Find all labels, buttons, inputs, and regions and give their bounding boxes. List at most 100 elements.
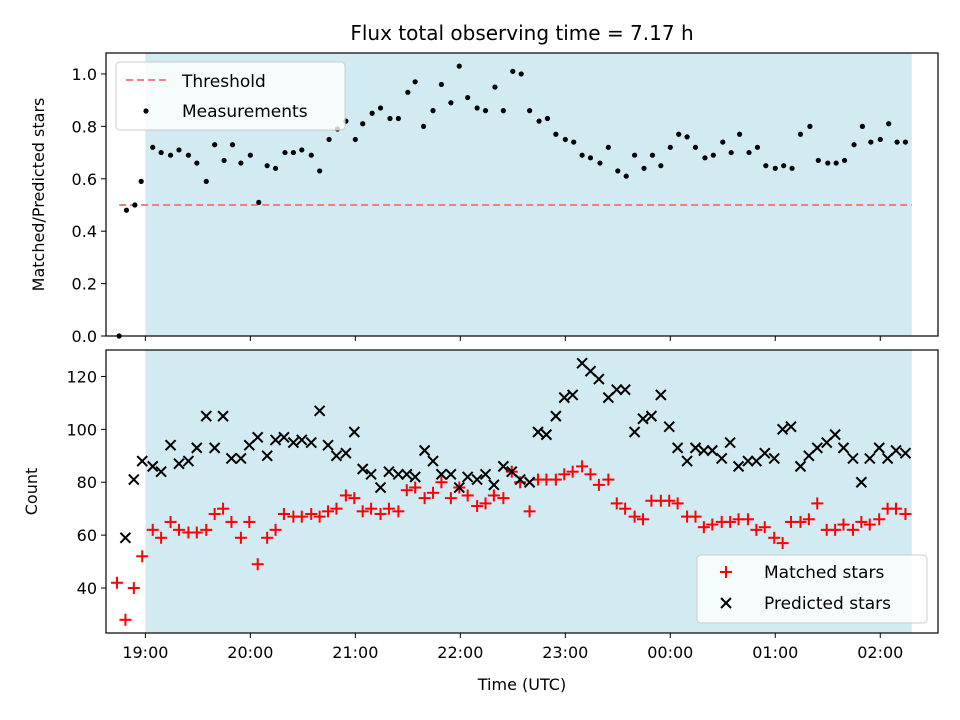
measurement-point <box>754 144 761 150</box>
measurement-point <box>194 160 200 166</box>
measurement-point <box>763 163 769 169</box>
measurement-point <box>360 121 366 127</box>
ratio-y-ticks: 0.0 0.2 0.4 0.6 0.8 1.0 <box>72 65 106 346</box>
measurement-point <box>221 157 227 164</box>
predicted-stars-point <box>671 442 684 454</box>
predicted-stars-point <box>409 471 421 483</box>
y-tick-label: 0.4 <box>72 222 97 241</box>
matched-stars-point <box>172 523 185 536</box>
measurement-point <box>290 149 296 156</box>
measurement-point <box>781 163 787 169</box>
predicted-stars-point <box>200 410 212 422</box>
predicted-stars-point <box>322 439 334 451</box>
y-tick-label: 120 <box>66 367 97 386</box>
matched-stars-point <box>689 510 702 523</box>
measurement-point <box>877 136 883 143</box>
predicted-stars-point <box>164 439 177 451</box>
x-tick-label: 00:00 <box>647 643 693 662</box>
predicted-stars-point <box>829 428 841 441</box>
measurement-point <box>623 173 629 179</box>
measurement-point <box>736 131 743 137</box>
measurement-point <box>132 202 138 208</box>
predicted-stars-point <box>716 452 728 465</box>
predicted-stars-point <box>847 452 859 465</box>
matched-stars-point <box>636 513 649 526</box>
x-tick-label: 02:00 <box>857 643 903 662</box>
predicted-stars-point <box>732 460 745 473</box>
predicted-stars-point <box>374 481 387 494</box>
matched-stars-point <box>741 513 754 526</box>
matched-stars-point <box>628 510 641 523</box>
predicted-stars-point <box>558 391 570 404</box>
matched-stars-point <box>758 521 771 534</box>
predicted-stars-point <box>523 476 536 488</box>
count-legend: Matched stars Predicted stars <box>696 554 928 624</box>
matched-stars-point <box>365 502 378 515</box>
matched-stars-point <box>356 505 369 518</box>
measurement-point <box>272 165 279 171</box>
count-marks <box>111 357 912 626</box>
predicted-stars-point <box>488 479 500 491</box>
measurement-point <box>510 68 516 74</box>
matched-stars-point <box>374 507 387 520</box>
predicted-stars-point <box>330 450 343 462</box>
count-panel: 40 60 80 100 120 19:00 20:00 21:00 22:00 23:00 00… <box>22 349 939 694</box>
predicted-stars-point <box>305 436 317 449</box>
measurement-point <box>833 160 839 166</box>
predicted-stars-point <box>136 455 148 467</box>
measurement-point <box>544 115 551 122</box>
predicted-stars-point <box>497 460 510 473</box>
measurement-point <box>859 123 866 129</box>
matched-stars-point <box>899 507 912 520</box>
matched-stars-point <box>837 518 850 531</box>
measurement-point <box>571 139 577 145</box>
measurement-point <box>851 142 857 148</box>
matched-stars-point <box>234 531 247 544</box>
x-tick-label: 21:00 <box>332 643 378 662</box>
matched-stars-point <box>208 507 221 520</box>
ratio-legend: Threshold Measurements <box>115 61 346 131</box>
predicted-stars-point <box>628 426 641 438</box>
predicted-stars-point <box>837 442 850 454</box>
matched-stars-point <box>119 613 132 626</box>
predicted-stars-point <box>794 460 807 473</box>
predicted-stars-point <box>890 444 902 457</box>
measurement-point <box>387 115 393 122</box>
predicted-stars-point <box>119 532 132 544</box>
predicted-stars-point <box>348 426 360 438</box>
matched-stars-point <box>471 500 484 513</box>
matched-stars-point <box>497 492 510 505</box>
measurement-point <box>615 168 621 174</box>
measurement-point <box>702 155 708 161</box>
predicted-stars-point <box>287 436 300 449</box>
measurement-point <box>456 63 462 69</box>
predicted-stars-point <box>566 389 579 401</box>
measurement-point <box>412 79 418 85</box>
measurement-point <box>430 108 436 114</box>
matched-stars-point <box>251 558 264 571</box>
predicted-stars-point <box>759 447 771 459</box>
measurement-point <box>579 152 585 158</box>
measurement-point <box>123 207 130 213</box>
count-y-ticks: 40 60 80 100 120 <box>66 367 106 598</box>
matched-stars-point <box>549 473 562 486</box>
measurement-point <box>720 139 726 145</box>
matched-stars-point <box>164 515 177 528</box>
count-legend-box <box>696 554 928 624</box>
measurement-point <box>150 144 156 150</box>
predicted-stars-point <box>864 452 876 465</box>
predicted-stars-point <box>619 383 631 396</box>
measurement-point <box>203 178 209 184</box>
measurement-point <box>676 131 682 137</box>
measurement-point <box>772 165 778 171</box>
matched-stars-point <box>146 523 159 536</box>
predicted-stars-point <box>445 468 457 481</box>
matched-stars-point <box>846 523 859 536</box>
measurement-point <box>868 139 874 145</box>
matched-stars-point <box>409 481 422 494</box>
measurement-point <box>448 100 454 106</box>
measurement-point <box>886 121 892 127</box>
measurement-point <box>185 152 192 158</box>
y-tick-label: 0.8 <box>72 117 97 136</box>
